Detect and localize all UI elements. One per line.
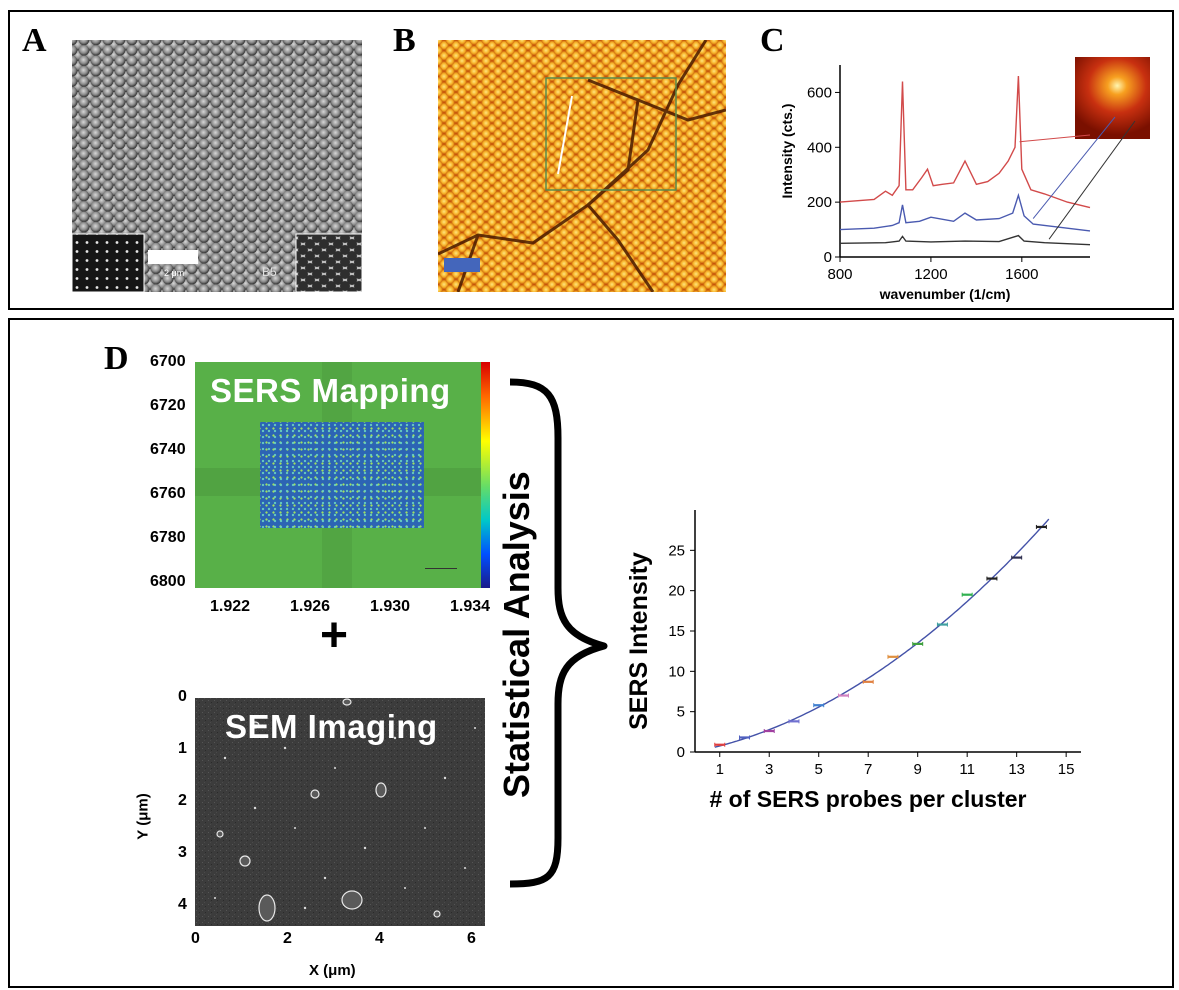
panel-label-a: A xyxy=(22,22,47,59)
sers-map-title: SERS Mapping xyxy=(210,372,451,409)
sers-map-y-tick: 6760 xyxy=(150,485,186,502)
calibration-x-tick-label: 15 xyxy=(1058,761,1075,778)
sem-y-tick: 1 xyxy=(178,740,187,757)
spectrum-y-tick-label: 200 xyxy=(807,194,832,211)
spectrum-y-axis-label: Intensity (cts.) xyxy=(779,104,795,199)
sem-x-tick: 4 xyxy=(375,930,384,947)
panel-b-height-map xyxy=(438,40,726,292)
inset-pointer-black xyxy=(1048,120,1136,240)
sers-map-colorbar xyxy=(481,362,490,588)
sem-x-tick: 2 xyxy=(283,930,292,947)
statistical-analysis-brace xyxy=(509,378,608,888)
calibration-x-tick-label: 5 xyxy=(815,761,823,778)
spectrum-y-tick-label: 0 xyxy=(824,249,832,266)
spectrum-series-line xyxy=(839,234,1091,246)
sers-map-roi xyxy=(260,422,424,528)
calibration-y-tick-label: 25 xyxy=(668,542,685,559)
sers-map-x-tick: 1.926 xyxy=(290,598,331,615)
scale-bar-label: 2 μm xyxy=(164,268,184,278)
calibration-y-tick-label: 15 xyxy=(668,623,685,640)
calibration-y-tick-label: 0 xyxy=(677,744,685,761)
spectrum-series-line xyxy=(839,192,1091,232)
calibration-x-tick-label: 3 xyxy=(765,761,773,778)
sem-y-tick: 2 xyxy=(178,792,187,809)
panel-c-spectrum-chart: 0 200 400 600 800 1200 1600 wavenumber (1/cm) In… xyxy=(779,57,1150,302)
spectrum-series-line xyxy=(839,75,1091,209)
panel-a-sem-image: 2 μm B5 xyxy=(72,40,362,292)
sem-y-tick: 3 xyxy=(178,844,187,861)
spectrum-y-tick-label: 600 xyxy=(807,84,832,101)
top-panel-frame xyxy=(8,10,1174,310)
calibration-y-tick-label: 20 xyxy=(668,583,685,600)
statistical-analysis-label: Statistical Analysis xyxy=(496,471,537,798)
sers-map-x-tick: 1.930 xyxy=(370,598,411,615)
sem-y-tick: 0 xyxy=(178,688,187,705)
plus-sign: + xyxy=(320,609,349,662)
calibration-fit-curve xyxy=(714,518,1050,748)
panel-label-b: B xyxy=(393,22,416,59)
inset-pointer-blue xyxy=(1032,116,1116,219)
sers-map-x-tick: 1.934 xyxy=(450,598,491,615)
spectrum-x-tick-label: 800 xyxy=(827,266,852,283)
spectrum-inset-image xyxy=(1075,57,1150,139)
spectrum-y-tick-label: 400 xyxy=(807,139,832,156)
bottom-panel-frame xyxy=(8,318,1174,988)
calibration-x-tick-label: 11 xyxy=(959,761,975,778)
spectrum-x-tick-label: 1600 xyxy=(1005,266,1038,283)
panel-label-c: C xyxy=(760,22,785,59)
sem-x-tick: 6 xyxy=(467,930,476,947)
inset-pointer-red xyxy=(1019,134,1091,143)
sem-x-axis-label: X (μm) xyxy=(309,962,356,979)
sers-map-y-tick: 6720 xyxy=(150,397,186,414)
spectrum-x-axis-label: wavenumber (1/cm) xyxy=(879,286,1011,302)
sers-map-y-tick: 6780 xyxy=(150,529,186,546)
sem-imaging-title: SEM Imaging xyxy=(225,708,438,745)
calibration-y-tick-label: 5 xyxy=(677,704,685,721)
sers-map-y-tick: 6800 xyxy=(150,573,186,590)
calibration-x-tick-label: 7 xyxy=(864,761,872,778)
sample-code-label: B5 xyxy=(262,265,277,279)
sem-y-tick: 4 xyxy=(178,896,187,913)
calibration-x-axis-label: # of SERS probes per cluster xyxy=(710,786,1027,812)
calibration-y-tick-label: 10 xyxy=(668,663,685,680)
sem-y-axis-label: Y (μm) xyxy=(134,793,152,840)
panel-label-d: D xyxy=(104,340,129,377)
sers-map-y-tick: 6700 xyxy=(150,353,186,370)
sers-map-x-tick: 1.922 xyxy=(210,598,251,615)
sers-map-y-tick: 6740 xyxy=(150,441,186,458)
sem-x-tick: 0 xyxy=(191,930,200,947)
calibration-x-tick-label: 1 xyxy=(716,761,724,778)
calibration-x-tick-label: 13 xyxy=(1008,761,1025,778)
sem-imaging-image xyxy=(195,698,485,926)
spectrum-x-tick-label: 1200 xyxy=(914,266,947,283)
sers-map-image xyxy=(195,362,481,588)
calibration-y-axis-label: SERS Intensity xyxy=(625,552,653,730)
calibration-x-tick-label: 9 xyxy=(914,761,922,778)
